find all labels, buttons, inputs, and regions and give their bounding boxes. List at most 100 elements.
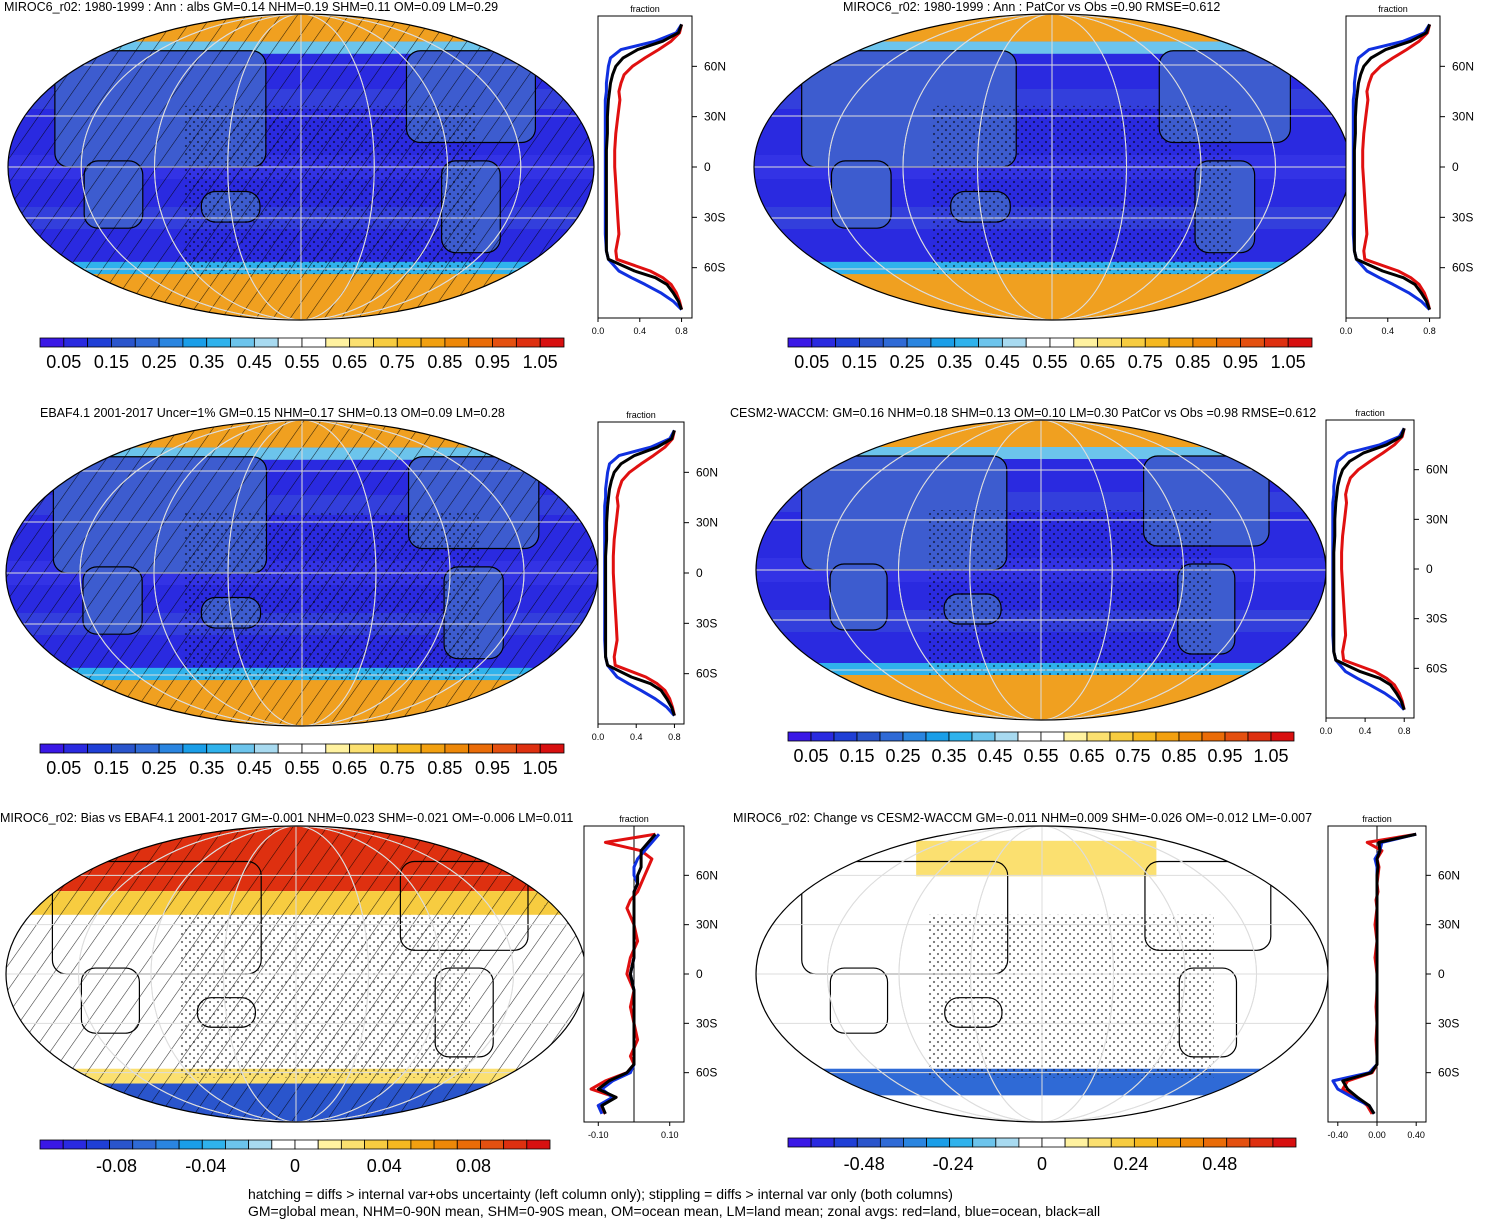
colorbar-swatch: [1065, 1138, 1088, 1147]
lat-tick-label: 0: [704, 160, 711, 174]
lat-tick-label: 30N: [1452, 110, 1474, 124]
colorbar-swatch: [159, 338, 183, 347]
lat-tick-label: 30N: [704, 110, 726, 124]
colorbar-swatch: [40, 1140, 63, 1149]
map-panel-2: [754, 14, 1350, 320]
colorbar-label: 0.45: [237, 758, 272, 778]
x-tick-label: 0.0: [592, 326, 605, 336]
x-tick-label: -0.40: [1328, 1130, 1349, 1140]
colorbar-swatch: [64, 744, 88, 753]
lat-tick-label: 30S: [696, 1016, 717, 1030]
colorbar-swatch: [434, 1140, 457, 1149]
colorbar-swatch: [859, 338, 883, 347]
map-panel-1: [8, 14, 594, 320]
colorbar-swatch: [979, 338, 1003, 347]
colorbar-label: -0.04: [185, 1156, 226, 1176]
colorbar-swatch: [421, 338, 445, 347]
lat-tick-label: 0: [1438, 967, 1445, 981]
zonal-title: fraction: [1378, 4, 1408, 14]
colorbar-swatch: [834, 1138, 857, 1147]
colorbar-swatch: [254, 744, 278, 753]
colorbar-swatch: [365, 1140, 388, 1149]
x-tick-label: -0.10: [588, 1130, 609, 1140]
colorbar-swatch: [996, 1138, 1019, 1147]
x-tick-label: 0.4: [630, 732, 643, 742]
lat-tick-label: 30S: [1438, 1016, 1459, 1030]
x-tick-label: 0.4: [1359, 726, 1372, 736]
colorbar-swatch: [493, 744, 517, 753]
colorbar-swatch: [135, 338, 159, 347]
x-tick-label: 0.4: [1382, 326, 1395, 336]
colorbar-label: 0.75: [380, 758, 415, 778]
lat-tick-label: 30N: [1426, 512, 1448, 526]
colorbar-swatch: [1179, 732, 1202, 741]
zonal-title: fraction: [619, 814, 649, 824]
colorbar-swatch: [883, 338, 907, 347]
colorbar-swatch: [949, 732, 972, 741]
colorbar-label: 0: [1037, 1154, 1047, 1174]
lat-tick-label: 30S: [1452, 210, 1473, 224]
colorbar-swatch: [133, 1140, 156, 1149]
colorbar-swatch: [469, 744, 493, 753]
colorbar-swatch: [88, 338, 112, 347]
colorbar-swatch: [350, 338, 374, 347]
map-panel-6: [756, 826, 1328, 1122]
colorbar-swatch: [397, 338, 421, 347]
colorbar-swatch: [1204, 1138, 1227, 1147]
colorbar-label: 1.05: [1253, 746, 1288, 766]
zonal-frame: [1346, 16, 1440, 318]
lat-tick-label: 60S: [1426, 661, 1447, 675]
colorbar-label: 0.85: [1161, 746, 1196, 766]
lat-tick-label: 30N: [696, 918, 718, 932]
colorbar-swatch: [341, 1140, 364, 1149]
colorbar-swatch: [811, 1138, 834, 1147]
colorbar-swatch: [397, 744, 421, 753]
colorbar-label: 0.85: [427, 352, 462, 372]
colorbar-label: 0.65: [332, 758, 367, 778]
colorbar-label: -0.48: [844, 1154, 885, 1174]
colorbar-swatch: [955, 338, 979, 347]
colorbar-swatch: [86, 1140, 109, 1149]
colorbar-swatch: [249, 1140, 272, 1149]
colorbar-swatch: [1271, 732, 1294, 741]
lat-tick-label: 60S: [704, 261, 725, 275]
colorbar-swatch: [373, 744, 397, 753]
colorbar-swatch: [179, 1140, 202, 1149]
lat-tick-label: 0: [1426, 562, 1433, 576]
colorbar-swatch: [1250, 1138, 1273, 1147]
lat-tick-label: 60N: [1452, 59, 1474, 73]
stippling-overlay: [180, 915, 470, 1078]
lat-tick-label: 30N: [696, 516, 718, 530]
x-tick-label: 0.0: [592, 732, 605, 742]
colorbar-label: 0.35: [937, 352, 972, 372]
lat-tick-label: 60S: [1452, 261, 1473, 275]
colorbar-swatch: [225, 1140, 248, 1149]
colorbar-label: 1.05: [1271, 352, 1306, 372]
colorbar-swatch: [995, 732, 1018, 741]
colorbar-swatch: [1181, 1138, 1204, 1147]
colorbar-swatch: [159, 744, 183, 753]
colorbar-label: 0.75: [380, 352, 415, 372]
stippling-overlay: [927, 510, 1212, 675]
colorbar-swatch: [326, 744, 350, 753]
colorbar-label: 0: [290, 1156, 300, 1176]
colorbar-label: 0.65: [1069, 746, 1104, 766]
colorbar-label: 0.95: [475, 352, 510, 372]
colorbar-swatch: [111, 338, 135, 347]
colorbar-swatch: [202, 1140, 225, 1149]
colorbar-swatch: [411, 1140, 434, 1149]
colorbar-label: 0.05: [793, 746, 828, 766]
colorbar-swatch: [857, 1138, 880, 1147]
colorbar-swatch: [950, 1138, 973, 1147]
x-tick-label: 0.0: [1340, 326, 1353, 336]
colorbar-swatch: [1098, 338, 1122, 347]
colorbar-swatch: [540, 338, 564, 347]
colorbar-label: 0.85: [427, 758, 462, 778]
